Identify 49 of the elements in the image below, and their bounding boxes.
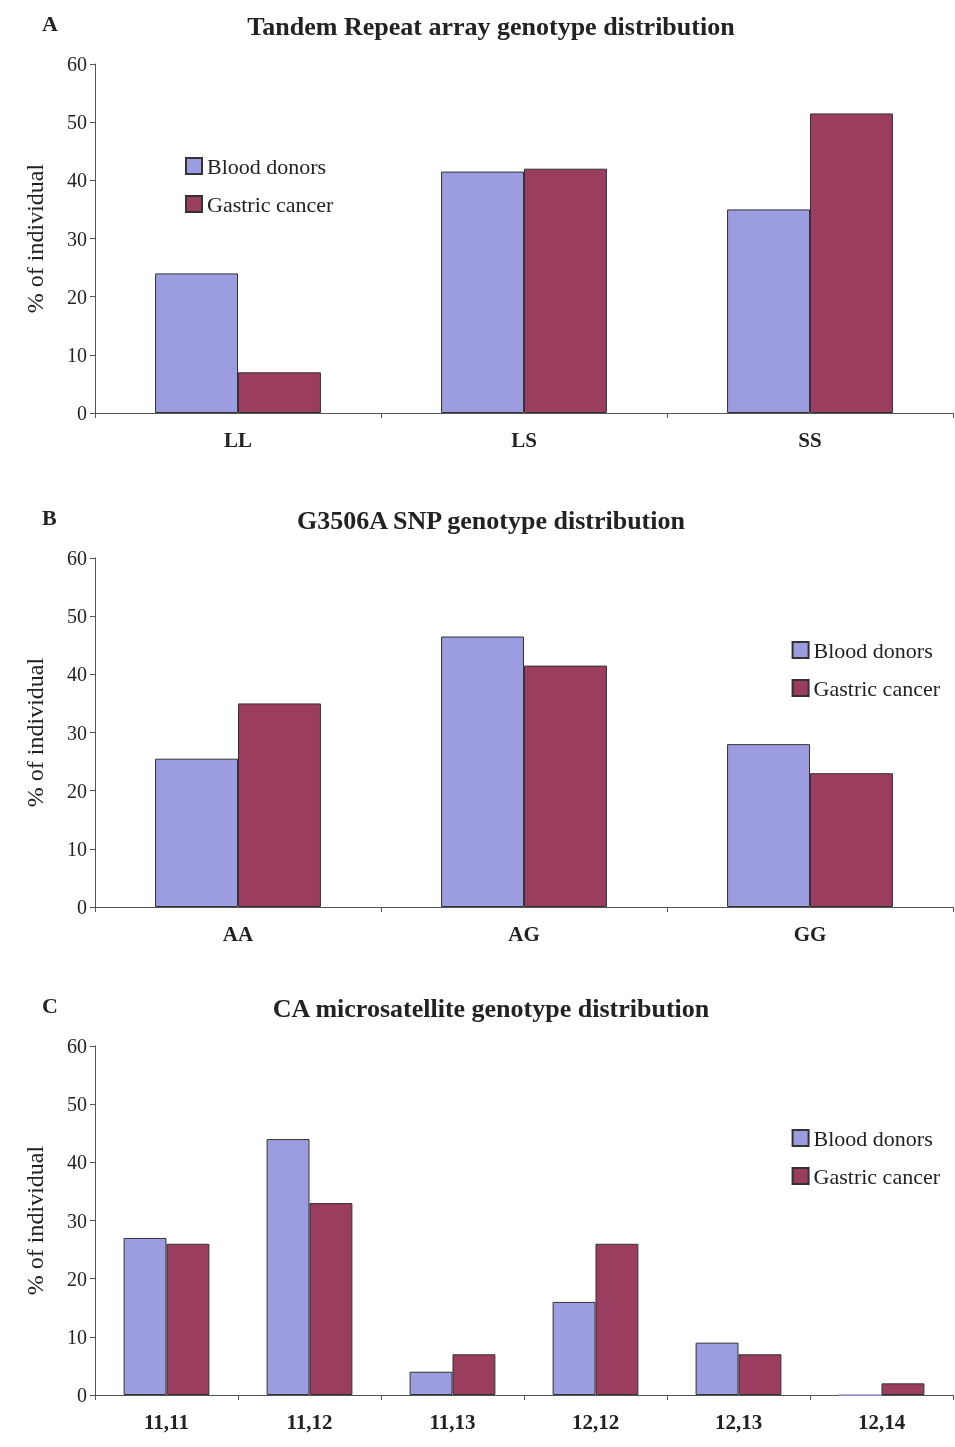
- legend-label: Gastric cancer: [207, 191, 335, 217]
- x-tick-label: 12,14: [857, 1409, 906, 1434]
- y-tick-label: 30: [67, 721, 87, 744]
- y-tick-label: 30: [67, 227, 87, 250]
- x-tick-label: 12,13: [714, 1409, 763, 1434]
- x-tick-label: GG: [793, 921, 827, 946]
- y-tick-label: 30: [67, 1209, 87, 1232]
- legend-label: Blood donors: [207, 153, 327, 179]
- y-tick-label: 40: [67, 1151, 87, 1174]
- bar: [881, 1383, 925, 1395]
- y-tick-label: 50: [67, 605, 87, 628]
- x-tick-label: LS: [511, 427, 537, 452]
- y-tick-label: 20: [67, 285, 87, 308]
- y-tick-label: 40: [67, 663, 87, 686]
- y-tick-label: 40: [67, 169, 87, 192]
- text: C: [42, 992, 58, 1018]
- x-tick-label: 11,11: [144, 1409, 189, 1434]
- x-tick-label: AA: [222, 921, 254, 946]
- y-tick-label: 10: [67, 1325, 87, 1348]
- y-tick-label: 0: [77, 1384, 87, 1406]
- y-tick-label: 0: [77, 896, 87, 918]
- x-tick-label: SS: [798, 427, 822, 452]
- y-axis-title: % of individual: [22, 657, 48, 808]
- y-tick-label: 50: [67, 111, 87, 134]
- legend-label: Blood donors: [813, 637, 933, 663]
- x-tick-label: LL: [223, 427, 253, 452]
- y-tick-label: 60: [67, 1035, 87, 1057]
- chart-title: G3506A SNP genotype distribution: [297, 505, 686, 535]
- y-tick-label: 50: [67, 1093, 87, 1116]
- chart-title: Tandem Repeat array genotype distribution: [247, 11, 736, 41]
- x-tick-label: 11,12: [286, 1409, 333, 1434]
- chart-title: CA microsatellite genotype distribution: [272, 993, 710, 1023]
- y-tick-label: 60: [67, 547, 87, 569]
- x-tick-label: AG: [508, 921, 540, 946]
- x-tick-label: 12,12: [571, 1409, 620, 1434]
- y-axis-title: % of individual: [22, 1145, 48, 1296]
- y-tick-label: 60: [67, 53, 87, 75]
- y-tick-label: 20: [67, 1267, 87, 1290]
- text: A: [42, 10, 58, 36]
- legend-label: Blood donors: [813, 1125, 933, 1151]
- legend-label: Gastric cancer: [813, 1163, 941, 1189]
- y-tick-label: 10: [67, 343, 87, 366]
- legend-label: Gastric cancer: [813, 675, 941, 701]
- y-tick-label: 20: [67, 779, 87, 802]
- x-tick-label: 11,13: [429, 1409, 476, 1434]
- y-tick-label: 0: [77, 402, 87, 424]
- text: B: [42, 504, 57, 530]
- y-axis-title: % of individual: [22, 163, 48, 314]
- y-tick-label: 10: [67, 837, 87, 860]
